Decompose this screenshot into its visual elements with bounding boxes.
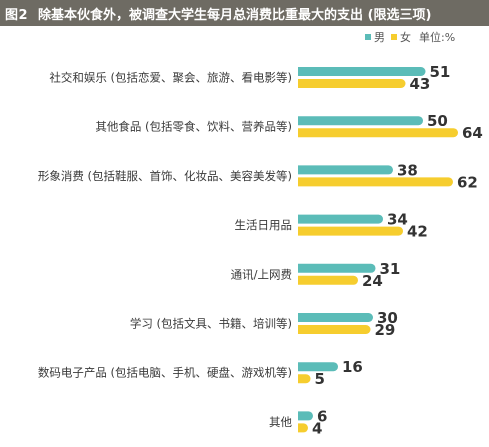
bar-male	[298, 411, 313, 421]
bar-female	[298, 128, 458, 138]
bar-male	[298, 313, 374, 322]
bar-male	[298, 165, 393, 175]
value-label-male: 30	[377, 309, 398, 327]
title-bar: 图2 除基本伙食外，被调查大学生每月总消费比重最大的支出 (限选三项)	[0, 0, 489, 26]
legend-swatch-male	[365, 34, 371, 40]
bar-male	[298, 67, 426, 76]
bar-male	[298, 362, 338, 372]
value-label-female: 43	[410, 75, 431, 93]
category-label: 其他	[269, 415, 292, 429]
value-label-female: 64	[462, 124, 483, 142]
bar-female	[298, 177, 453, 187]
value-label-female: 5	[315, 370, 325, 388]
unit-label: 单位:%	[419, 31, 456, 44]
category-label: 通讯/上网费	[231, 267, 292, 281]
bar-male	[298, 263, 376, 273]
category-label: 生活日用品	[235, 218, 293, 232]
category-label: 社交和娱乐 (包括恋爱、聚会、旅游、看电影等)	[49, 71, 292, 85]
figure-number: 图2	[5, 7, 29, 23]
legend-item-male: 男	[365, 29, 385, 45]
bar-female	[298, 423, 308, 433]
category-label: 其他食品 (包括零食、饮料、营养品等)	[95, 120, 292, 134]
legend-label-female: 女	[400, 31, 411, 44]
chart-title: 除基本伙食外，被调查大学生每月总消费比重最大的支出 (限选三项)	[38, 7, 432, 23]
bar-female	[298, 325, 371, 334]
category-label: 形象消费 (包括鞋服、首饰、化妆品、美容美发等)	[38, 169, 292, 183]
bar-female	[298, 374, 311, 384]
value-label-male: 6	[317, 407, 327, 425]
value-label-male: 31	[380, 260, 401, 278]
value-label-male: 34	[387, 211, 408, 229]
value-label-female: 29	[375, 321, 396, 339]
bar-female	[298, 275, 358, 285]
legend-label-male: 男	[374, 31, 385, 44]
value-label-female: 4	[312, 419, 322, 437]
value-label-male: 51	[430, 63, 451, 81]
value-label-male: 16	[342, 358, 363, 376]
value-label-female: 62	[457, 173, 478, 191]
legend-item-female: 女	[391, 29, 411, 45]
value-label-female: 42	[407, 223, 428, 241]
category-label: 数码电子产品 (包括电脑、手机、硬盘、游戏机等)	[38, 366, 292, 380]
bar-female	[298, 226, 403, 236]
bar-male	[298, 214, 383, 224]
value-label-female: 24	[362, 272, 383, 290]
value-label-male: 50	[427, 112, 448, 130]
bar-female	[298, 79, 406, 88]
legend-swatch-female	[391, 34, 397, 40]
legend: 男 女 单位:%	[365, 29, 455, 45]
category-label: 学习 (包括文具、书籍、培训等)	[130, 317, 292, 331]
bar-male	[298, 116, 423, 126]
value-label-male: 38	[397, 161, 418, 179]
